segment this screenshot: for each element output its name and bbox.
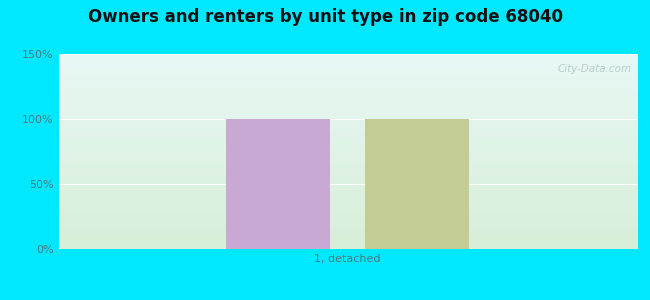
Text: City-Data.com: City-Data.com <box>557 64 631 74</box>
Text: Owners and renters by unit type in zip code 68040: Owners and renters by unit type in zip c… <box>88 8 562 26</box>
Bar <box>226 119 330 249</box>
Bar <box>365 119 469 249</box>
